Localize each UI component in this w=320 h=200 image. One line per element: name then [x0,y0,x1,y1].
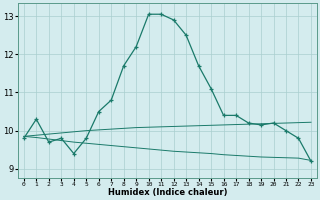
X-axis label: Humidex (Indice chaleur): Humidex (Indice chaleur) [108,188,227,197]
